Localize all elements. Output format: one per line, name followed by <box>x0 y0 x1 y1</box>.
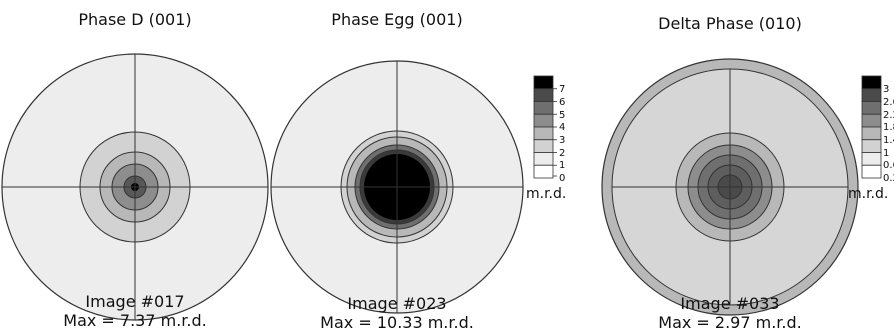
figure-2-image-label: Image #023 <box>347 294 447 313</box>
figure-1-image-label: Image #017 <box>85 292 185 311</box>
legend-1-tick-2: 6 <box>559 97 565 108</box>
legend-2-swatch-6 <box>861 139 882 153</box>
legend-1-tick-4: 4 <box>559 122 565 133</box>
figure-1-caption: Image #017 Max = 7.37 m.r.d. <box>63 292 206 330</box>
legend-2-tick-2: 2.6 <box>883 97 894 108</box>
figure-2-caption: Image #023 Max = 10.33 m.r.d. <box>320 294 474 332</box>
legend-1-tick-5: 3 <box>559 135 565 146</box>
pole-figure-3 <box>601 58 859 316</box>
legend-1-swatch-4 <box>533 113 554 128</box>
figure-3-caption: Image #033 Max = 2.97 m.r.d. <box>658 294 801 332</box>
legend-2-swatch-5 <box>861 126 882 141</box>
legend-1-unit: m.r.d. <box>526 186 567 202</box>
legend-1-swatch-5 <box>533 126 554 141</box>
legend-1-swatch-3 <box>533 101 554 115</box>
legend-2-tick-1: 3 <box>883 84 889 95</box>
legend-2-swatch-4 <box>861 113 882 128</box>
pole-figure-2 <box>270 60 524 314</box>
legend-2-tick-3: 2.2 <box>883 110 894 121</box>
legend-1: 7 6 5 4 3 2 1 0 <box>533 75 565 184</box>
pole-figure-1 <box>1 53 269 321</box>
legend-2-swatch-1 <box>861 75 882 90</box>
legend-2-swatch-3 <box>861 101 882 115</box>
legend-1-tick-1: 7 <box>559 84 565 95</box>
figure-3-max-label: Max = 2.97 m.r.d. <box>658 313 802 332</box>
legend-2-tick-8: 0.2 <box>883 173 894 184</box>
legend-1-swatch-1 <box>533 75 554 90</box>
legend-1-swatch-7 <box>533 152 554 166</box>
legend-1-tick-3: 5 <box>559 110 565 121</box>
legend-1-tick-7: 1 <box>559 160 565 171</box>
legend-2-tick-6: 1 <box>883 148 889 159</box>
legend-2-swatch-8 <box>861 164 882 179</box>
legend-2: 3 2.6 2.2 1.8 1.4 1 0.6 0.2 <box>861 75 894 184</box>
legend-1-swatch-8 <box>533 164 554 179</box>
figure-1-max-label: Max = 7.37 m.r.d. <box>63 311 207 330</box>
figure-1-title: Phase D (001) <box>78 10 192 29</box>
figure-2-title: Phase Egg (001) <box>331 10 463 29</box>
figure-3-image-label: Image #033 <box>680 294 780 313</box>
figure-3-title: Delta Phase (010) <box>658 14 802 33</box>
legend-2-unit: m.r.d. <box>848 186 889 202</box>
figure-2-max-label: Max = 10.33 m.r.d. <box>320 313 474 332</box>
legend-2-tick-7: 0.6 <box>883 160 894 171</box>
legend-2-tick-5: 1.4 <box>883 135 894 146</box>
legend-1-swatch-6 <box>533 139 554 153</box>
legend-1-tick-8: 0 <box>559 173 565 184</box>
legend-2-swatch-2 <box>861 88 882 102</box>
legend-2-swatch-7 <box>861 152 882 166</box>
legend-2-tick-4: 1.8 <box>883 122 894 133</box>
legend-1-tick-6: 2 <box>559 148 565 159</box>
legend-1-swatch-2 <box>533 88 554 102</box>
